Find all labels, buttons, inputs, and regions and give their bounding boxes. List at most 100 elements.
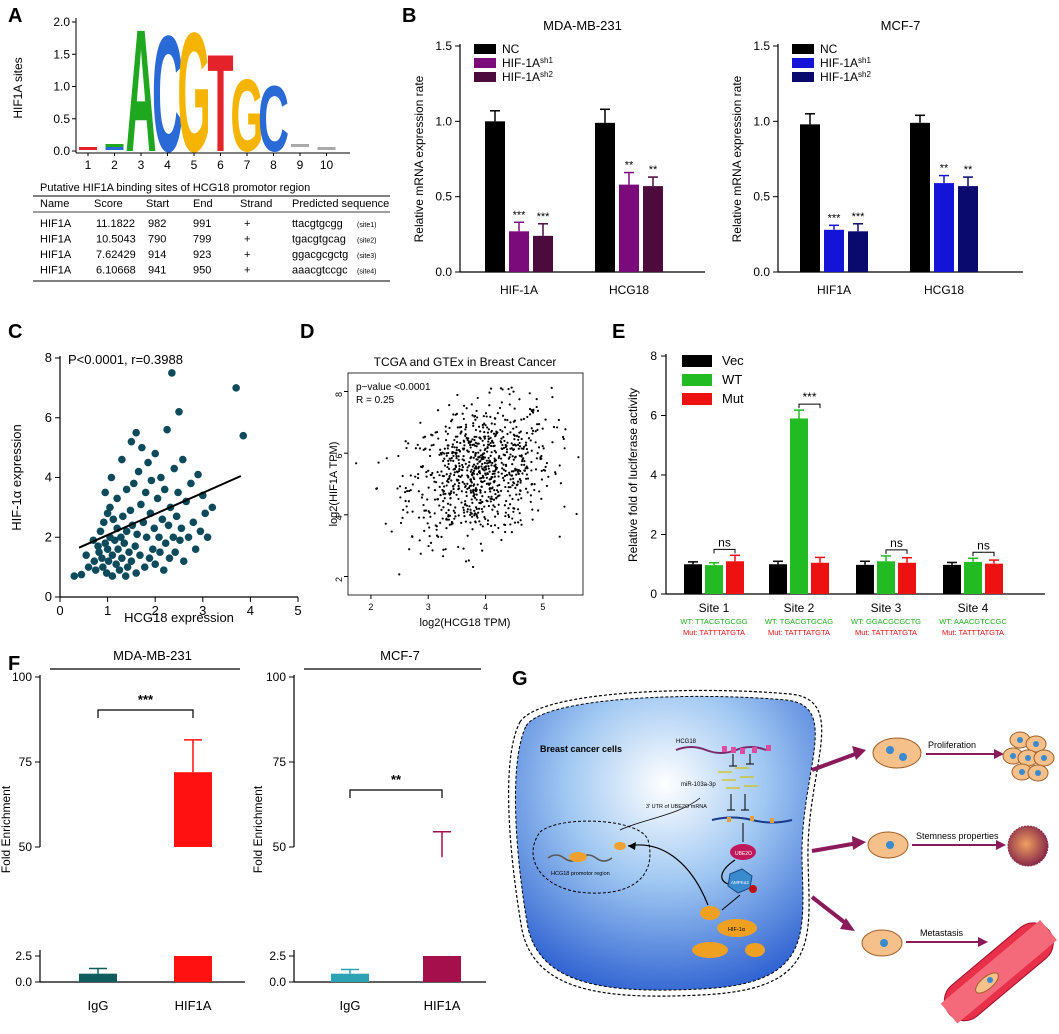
d-point: [561, 435, 565, 439]
d-point: [508, 471, 511, 474]
d-point: [480, 507, 483, 511]
d-point: [545, 484, 549, 488]
c-point: [102, 569, 111, 577]
d-point: [428, 454, 432, 458]
d-point: [477, 511, 480, 514]
d-point: [467, 440, 470, 443]
table-header-cell: Score: [94, 198, 123, 210]
d-point: [464, 434, 467, 437]
d-point: [518, 493, 521, 496]
d-point: [519, 430, 522, 433]
d-point: [537, 446, 541, 449]
d-point: [522, 457, 525, 460]
d-point: [489, 415, 492, 418]
tumorsphere: [1007, 825, 1049, 867]
d-point: [439, 521, 442, 525]
d-point: [396, 487, 399, 490]
d-point: [518, 445, 522, 448]
d-point: [456, 426, 459, 429]
d-point: [455, 446, 458, 449]
c-point: [101, 539, 110, 548]
d-point: [527, 437, 531, 440]
d-point: [457, 488, 460, 491]
e-legend-label: WT: [722, 372, 742, 387]
d-point: [458, 465, 461, 468]
d-point: [438, 474, 441, 477]
d-point: [432, 476, 435, 479]
outcome-arrowhead-1: [852, 746, 866, 760]
b2-bar: [958, 186, 978, 272]
d-point: [483, 437, 486, 440]
f2-title: MCF-7: [380, 648, 420, 663]
d-point: [537, 509, 540, 512]
d-point: [483, 435, 486, 438]
d-point: [452, 413, 455, 416]
d-point: [502, 468, 505, 471]
b2-title: MCF-7: [881, 18, 921, 33]
d-point: [457, 497, 460, 501]
table-cell: 799: [193, 234, 211, 246]
d-point: [447, 467, 451, 470]
table-cell: 10.5043: [96, 234, 136, 246]
d-point: [462, 404, 466, 407]
d-point: [465, 494, 468, 498]
b1-significance: **: [625, 160, 634, 172]
d-xtick-label: 4: [483, 602, 488, 612]
d-point: [463, 514, 466, 518]
d-point: [513, 438, 516, 441]
d-point: [479, 523, 482, 526]
d-point: [458, 467, 461, 471]
d-point: [473, 415, 476, 418]
d-point: [479, 454, 483, 457]
c-point: [106, 503, 114, 512]
c-point: [101, 488, 110, 497]
d-point: [472, 469, 476, 472]
d-point: [466, 534, 469, 537]
d-point: [421, 493, 424, 496]
d-point: [500, 538, 503, 542]
d-point: [485, 476, 488, 479]
f2-category-label: HIF1A: [424, 998, 461, 1013]
d-point: [411, 510, 414, 513]
d-point: [462, 439, 465, 442]
d-point: [545, 461, 548, 465]
e-bar: [684, 564, 702, 594]
e-legend-swatch: [682, 355, 712, 367]
d-point: [455, 456, 458, 460]
d-point: [473, 514, 476, 517]
c-point: [157, 473, 165, 482]
d-point: [497, 471, 500, 474]
f2-ytick-label: 2.5: [269, 949, 286, 963]
b2-significance: **: [940, 163, 949, 175]
d-point: [405, 446, 408, 450]
d-point: [469, 491, 473, 494]
c-point: [147, 476, 156, 485]
c-point: [176, 536, 184, 545]
e-ytick-label: 2: [650, 528, 657, 542]
d-point: [493, 444, 496, 447]
d-point: [471, 438, 474, 441]
d-point: [407, 500, 410, 503]
d-point: [461, 466, 465, 469]
d-point: [445, 511, 448, 515]
d-point: [425, 470, 428, 474]
d-point: [500, 461, 503, 464]
cell-membrane-outer: [508, 689, 823, 997]
c-ylabel: HIF-1α expression: [9, 424, 24, 531]
logo-ytick-label: 1.0: [53, 80, 70, 94]
d-point: [464, 503, 467, 506]
d-point: [443, 452, 446, 455]
table-cell: ggacgcgctg: [292, 249, 348, 261]
d-point: [459, 441, 462, 445]
c-point: [175, 407, 183, 416]
d-point: [422, 436, 425, 439]
d-point: [512, 510, 515, 513]
e-bar: [769, 564, 787, 594]
d-point: [484, 473, 487, 476]
b1-ylabel: Relative mRNA expression rate: [412, 75, 426, 242]
d-point: [453, 517, 456, 520]
d-point: [442, 485, 446, 488]
d-point: [464, 462, 467, 466]
d-point: [466, 449, 469, 452]
b2-significance: ***: [828, 212, 842, 224]
